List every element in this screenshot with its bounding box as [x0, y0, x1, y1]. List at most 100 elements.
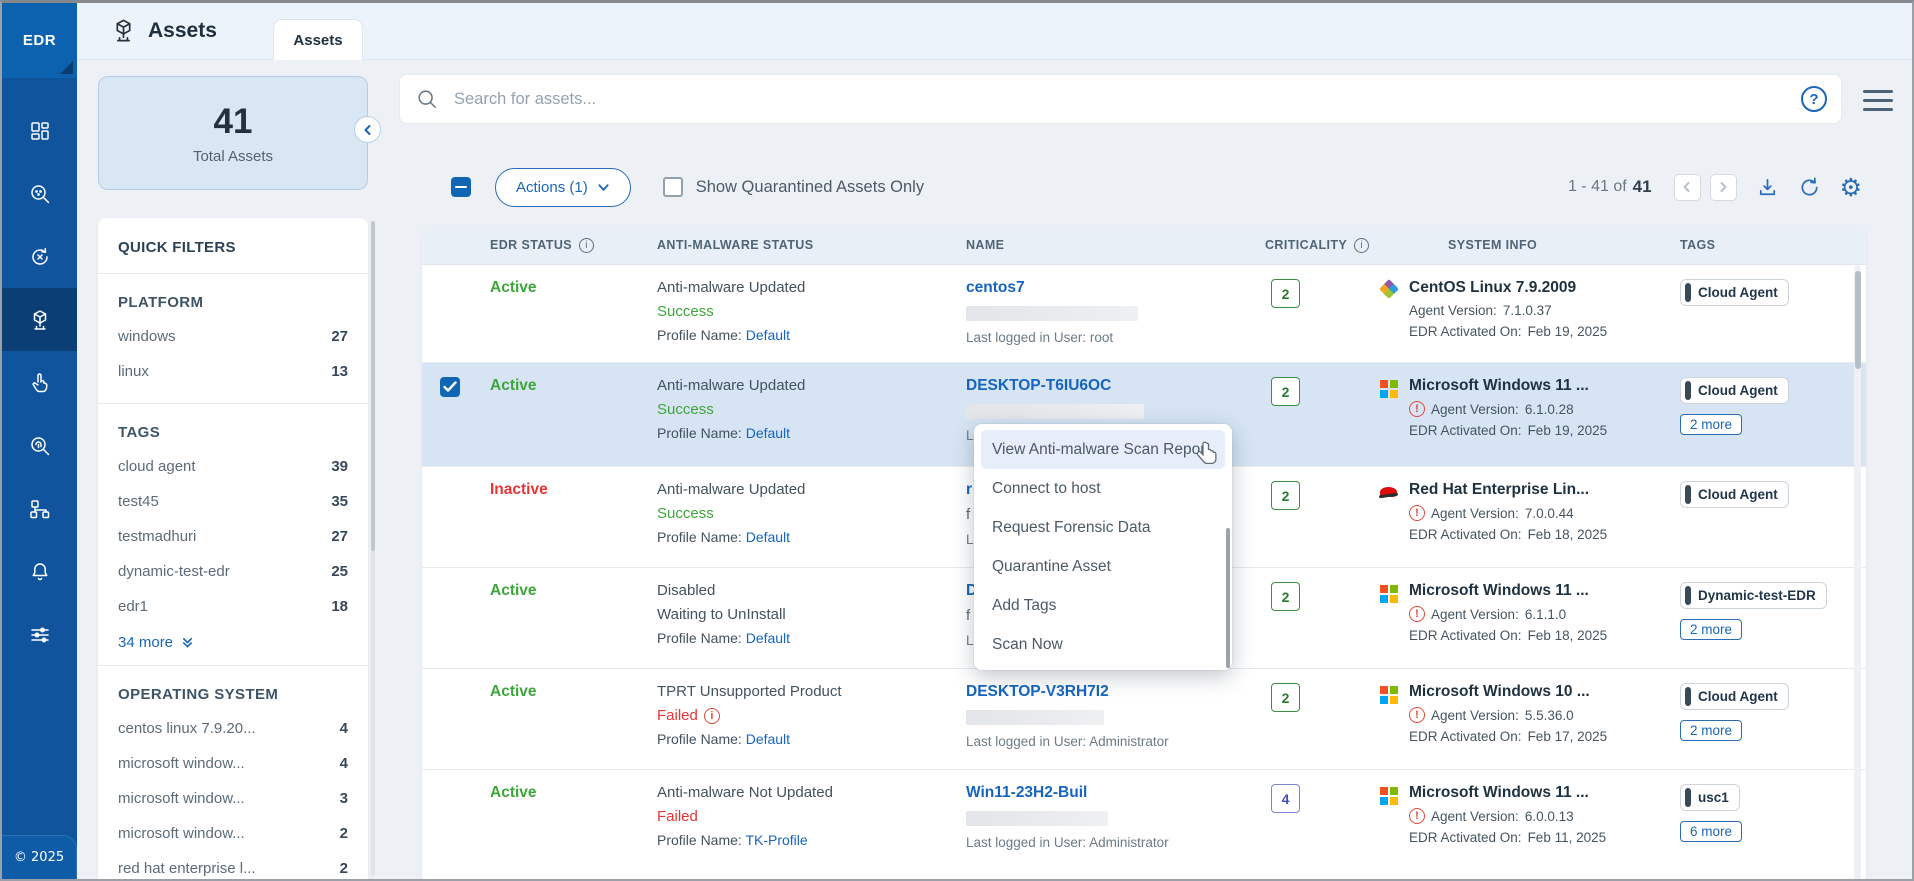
asset-name-link[interactable]: DESKTOP-T6IU6OC: [966, 377, 1112, 394]
sidebar-item-notifications[interactable]: [2, 540, 77, 603]
menu-item-scan-now[interactable]: Scan Now: [992, 635, 1063, 653]
asset-name-link[interactable]: Win11-23H2-Buil: [966, 784, 1088, 801]
tag-chip: Cloud Agent: [1680, 377, 1789, 404]
download-button[interactable]: [1756, 176, 1779, 199]
chevron-left-icon: [364, 124, 370, 135]
row-checkbox[interactable]: [440, 377, 460, 397]
filter-item-cloud-agent[interactable]: cloud agent 39: [118, 458, 348, 475]
filter-item-centos[interactable]: centos linux 7.9.20... 4: [118, 720, 348, 737]
tag-chip: Cloud Agent: [1680, 279, 1789, 306]
profile-link[interactable]: Default: [745, 630, 791, 646]
filter-item-test45[interactable]: test45 35: [118, 493, 348, 510]
menu-item-view-scan-report[interactable]: View Anti-malware Scan Report: [981, 430, 1225, 469]
more-tags-badge[interactable]: 2 more: [1680, 414, 1743, 435]
sidebar-item-topology[interactable]: [2, 477, 77, 540]
collapse-panel-button[interactable]: [354, 116, 381, 143]
more-tags-badge[interactable]: 2 more: [1680, 619, 1743, 640]
edr-status: Inactive: [490, 481, 548, 498]
total-assets-card: 41 Total Assets: [98, 76, 368, 190]
sidebar-item-investigate[interactable]: [2, 162, 77, 225]
platform-title: PLATFORM: [118, 294, 204, 311]
sidebar: EDR: [2, 3, 77, 879]
show-quarantined-checkbox[interactable]: [662, 177, 683, 197]
redacted-text: [966, 306, 1138, 321]
edr-logo[interactable]: EDR: [2, 3, 77, 78]
microsoft-icon: [1380, 378, 1398, 398]
menu-item-request-forensic-data[interactable]: Request Forensic Data: [992, 518, 1151, 536]
asset-name-link[interactable]: D: [966, 582, 978, 599]
chevron-down-icon: [598, 183, 609, 191]
filter-item-testmadhuri[interactable]: testmadhuri 27: [118, 528, 348, 545]
table-header: EDR STATUS i ANTI-MALWARE STATUS NAME CRI…: [422, 226, 1866, 265]
chevron-right-icon: [1720, 182, 1727, 192]
asset-name-link[interactable]: DESKTOP-V3RH7I2: [966, 683, 1109, 700]
search-input[interactable]: [454, 89, 1801, 109]
total-assets-label: Total Assets: [192, 147, 274, 165]
sidebar-item-dashboard[interactable]: [2, 99, 77, 162]
profile-link[interactable]: Default: [745, 425, 791, 441]
profile-link[interactable]: Default: [745, 327, 791, 343]
refresh-button[interactable]: [1798, 176, 1821, 199]
menu-item-add-tags[interactable]: Add Tags: [992, 596, 1057, 614]
table-row[interactable]: Active Anti-malware Not Updated Failed P…: [422, 770, 1866, 871]
tags-show-more[interactable]: 34 more: [118, 624, 348, 651]
filter-section-tags: TAGS cloud agent 39 test45 35 testmadhur…: [118, 404, 348, 665]
sliders-icon: [30, 627, 49, 642]
profile-link[interactable]: TK-Profile: [745, 832, 808, 848]
failed-info-icon[interactable]: i: [703, 707, 720, 724]
quick-filters-panel: QUICK FILTERS PLATFORM windows 27 linux …: [98, 218, 368, 879]
criticality-badge: 2: [1271, 481, 1300, 510]
help-icon[interactable]: ?: [1801, 86, 1827, 112]
sidebar-item-settings[interactable]: [2, 603, 77, 666]
info-icon[interactable]: i: [579, 237, 595, 253]
filter-section-os: OPERATING SYSTEM centos linux 7.9.20... …: [118, 666, 348, 879]
network-topology-icon: [29, 499, 49, 518]
edr-status: Active: [490, 279, 537, 296]
edr-status: Active: [490, 582, 537, 599]
filter-item-edr1[interactable]: edr1 18: [118, 598, 348, 615]
asset-name-link[interactable]: r: [966, 481, 973, 498]
sidebar-item-malware-scan[interactable]: [2, 225, 77, 288]
filter-item-ms-2[interactable]: microsoft window... 3: [118, 790, 348, 807]
profile-link[interactable]: Default: [745, 529, 791, 545]
table-row[interactable]: Active TPRT Unsupported Product Failed i …: [422, 669, 1866, 770]
top-header: Assets Assets: [77, 3, 1912, 60]
filter-item-ms-3[interactable]: microsoft window... 2: [118, 825, 348, 842]
table-settings-button[interactable]: ⚙: [1840, 175, 1862, 200]
col-tags: TAGS: [1680, 238, 1716, 252]
redhat-icon: [1380, 482, 1398, 500]
sidebar-item-live-response[interactable]: [2, 351, 77, 414]
fingerprint-search-icon: [30, 436, 49, 455]
filter-item-redhat[interactable]: red hat enterprise l... 2: [118, 860, 348, 877]
profile-link[interactable]: Default: [745, 731, 791, 747]
info-icon[interactable]: i: [1354, 237, 1370, 253]
centos-icon: [1379, 279, 1399, 299]
filter-item-windows[interactable]: windows 27: [118, 328, 348, 345]
sidebar-item-forensics[interactable]: [2, 414, 77, 477]
filters-scrollbar[interactable]: [371, 221, 375, 876]
filter-item-ms-1[interactable]: microsoft window... 4: [118, 755, 348, 772]
sidebar-item-assets[interactable]: [2, 288, 77, 351]
check-icon: [443, 381, 457, 392]
asset-name-link[interactable]: centos7: [966, 279, 1025, 296]
assets-cube-icon: [33, 309, 46, 330]
filter-section-platform: PLATFORM windows 27 linux 13: [118, 274, 348, 403]
more-tags-badge[interactable]: 2 more: [1680, 720, 1743, 741]
menu-item-quarantine-asset[interactable]: Quarantine Asset: [992, 557, 1111, 575]
select-all-checkbox[interactable]: [451, 177, 471, 197]
actions-button[interactable]: Actions (1): [495, 167, 631, 207]
more-tags-badge[interactable]: 6 more: [1680, 821, 1743, 842]
filter-item-linux[interactable]: linux 13: [118, 363, 348, 380]
tab-assets[interactable]: Assets: [273, 19, 363, 60]
warning-icon: !: [1409, 808, 1425, 824]
prev-page-button[interactable]: [1673, 173, 1701, 201]
table-row[interactable]: Active Anti-malware Updated Success Prof…: [422, 265, 1866, 363]
menu-item-connect-to-host[interactable]: Connect to host: [992, 479, 1101, 497]
menu-scrollbar[interactable]: [1226, 528, 1230, 668]
table-scrollbar[interactable]: [1854, 265, 1861, 879]
warning-icon: !: [1409, 505, 1425, 521]
filter-item-dynamic-test-edr[interactable]: dynamic-test-edr 25: [118, 563, 348, 580]
next-page-button[interactable]: [1709, 173, 1737, 201]
menu-hamburger-icon[interactable]: [1863, 90, 1893, 111]
edr-status: Active: [490, 683, 537, 700]
